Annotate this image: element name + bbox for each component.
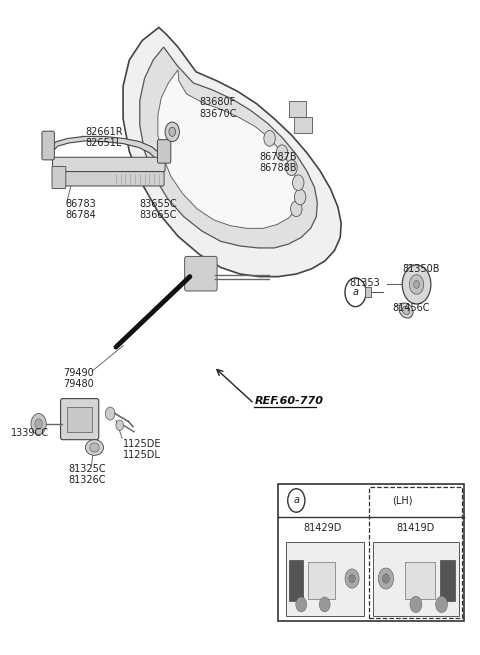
Circle shape (378, 568, 394, 589)
Polygon shape (49, 136, 161, 164)
Circle shape (414, 280, 420, 288)
Bar (294, 117, 312, 133)
Ellipse shape (90, 443, 99, 452)
Ellipse shape (85, 440, 104, 455)
FancyBboxPatch shape (185, 256, 217, 291)
Bar (288, 101, 306, 117)
Circle shape (31, 413, 46, 434)
Text: 1339CC: 1339CC (11, 428, 49, 438)
Text: 83670C: 83670C (199, 109, 237, 119)
Ellipse shape (402, 307, 410, 314)
Ellipse shape (399, 303, 413, 318)
Text: 81326C: 81326C (68, 475, 106, 485)
Text: 79490: 79490 (63, 368, 94, 378)
Circle shape (169, 127, 176, 136)
Text: 81350B: 81350B (402, 264, 440, 274)
Text: 81429D: 81429D (304, 523, 342, 533)
Bar (286, 542, 364, 616)
Text: 83680F: 83680F (199, 98, 236, 107)
Text: 81325C: 81325C (68, 464, 106, 474)
Text: 82661R: 82661R (85, 127, 122, 137)
Circle shape (319, 597, 330, 612)
FancyBboxPatch shape (157, 140, 171, 163)
Circle shape (106, 407, 115, 420)
Circle shape (349, 574, 355, 583)
Text: 81456C: 81456C (393, 303, 430, 313)
FancyBboxPatch shape (60, 399, 99, 440)
Text: 86788B: 86788B (259, 162, 297, 173)
Circle shape (264, 130, 276, 146)
Circle shape (290, 201, 302, 217)
Text: 1125DL: 1125DL (123, 450, 161, 460)
Circle shape (286, 160, 297, 176)
Polygon shape (123, 28, 341, 276)
Text: 81353: 81353 (350, 278, 381, 288)
Text: a: a (293, 495, 300, 506)
Bar (289, 560, 303, 601)
Text: (LH): (LH) (392, 495, 412, 506)
Bar (365, 287, 371, 297)
FancyBboxPatch shape (54, 172, 164, 186)
FancyBboxPatch shape (42, 131, 54, 160)
Bar (373, 542, 459, 616)
Text: 86784: 86784 (66, 210, 96, 219)
Circle shape (345, 278, 366, 307)
Circle shape (292, 175, 304, 191)
Text: 82651L: 82651L (85, 138, 121, 148)
Bar (370, 487, 462, 618)
Text: REF.60-770: REF.60-770 (254, 396, 324, 405)
Polygon shape (158, 70, 300, 229)
Circle shape (294, 189, 306, 205)
Circle shape (409, 274, 424, 294)
Text: 86787B: 86787B (259, 151, 297, 162)
Circle shape (35, 419, 42, 429)
Circle shape (435, 596, 447, 612)
Bar (67, 407, 92, 432)
Text: 83655C: 83655C (140, 198, 178, 208)
Circle shape (383, 574, 389, 583)
Text: 1125DE: 1125DE (123, 439, 162, 449)
Text: 79480: 79480 (63, 379, 94, 389)
Polygon shape (140, 47, 317, 248)
Circle shape (410, 596, 422, 612)
Text: 83665C: 83665C (140, 210, 177, 219)
Circle shape (402, 265, 431, 304)
Bar (405, 562, 435, 599)
Circle shape (345, 569, 359, 588)
FancyBboxPatch shape (52, 157, 165, 172)
Circle shape (116, 420, 123, 430)
Text: a: a (352, 288, 359, 297)
Circle shape (296, 597, 307, 612)
Text: 81419D: 81419D (397, 523, 435, 533)
Text: 86783: 86783 (66, 198, 96, 208)
Circle shape (288, 489, 305, 512)
FancyBboxPatch shape (52, 166, 66, 189)
Bar (308, 562, 335, 599)
Bar (440, 560, 456, 601)
Bar (278, 484, 464, 621)
Circle shape (165, 122, 180, 141)
Circle shape (276, 145, 288, 160)
